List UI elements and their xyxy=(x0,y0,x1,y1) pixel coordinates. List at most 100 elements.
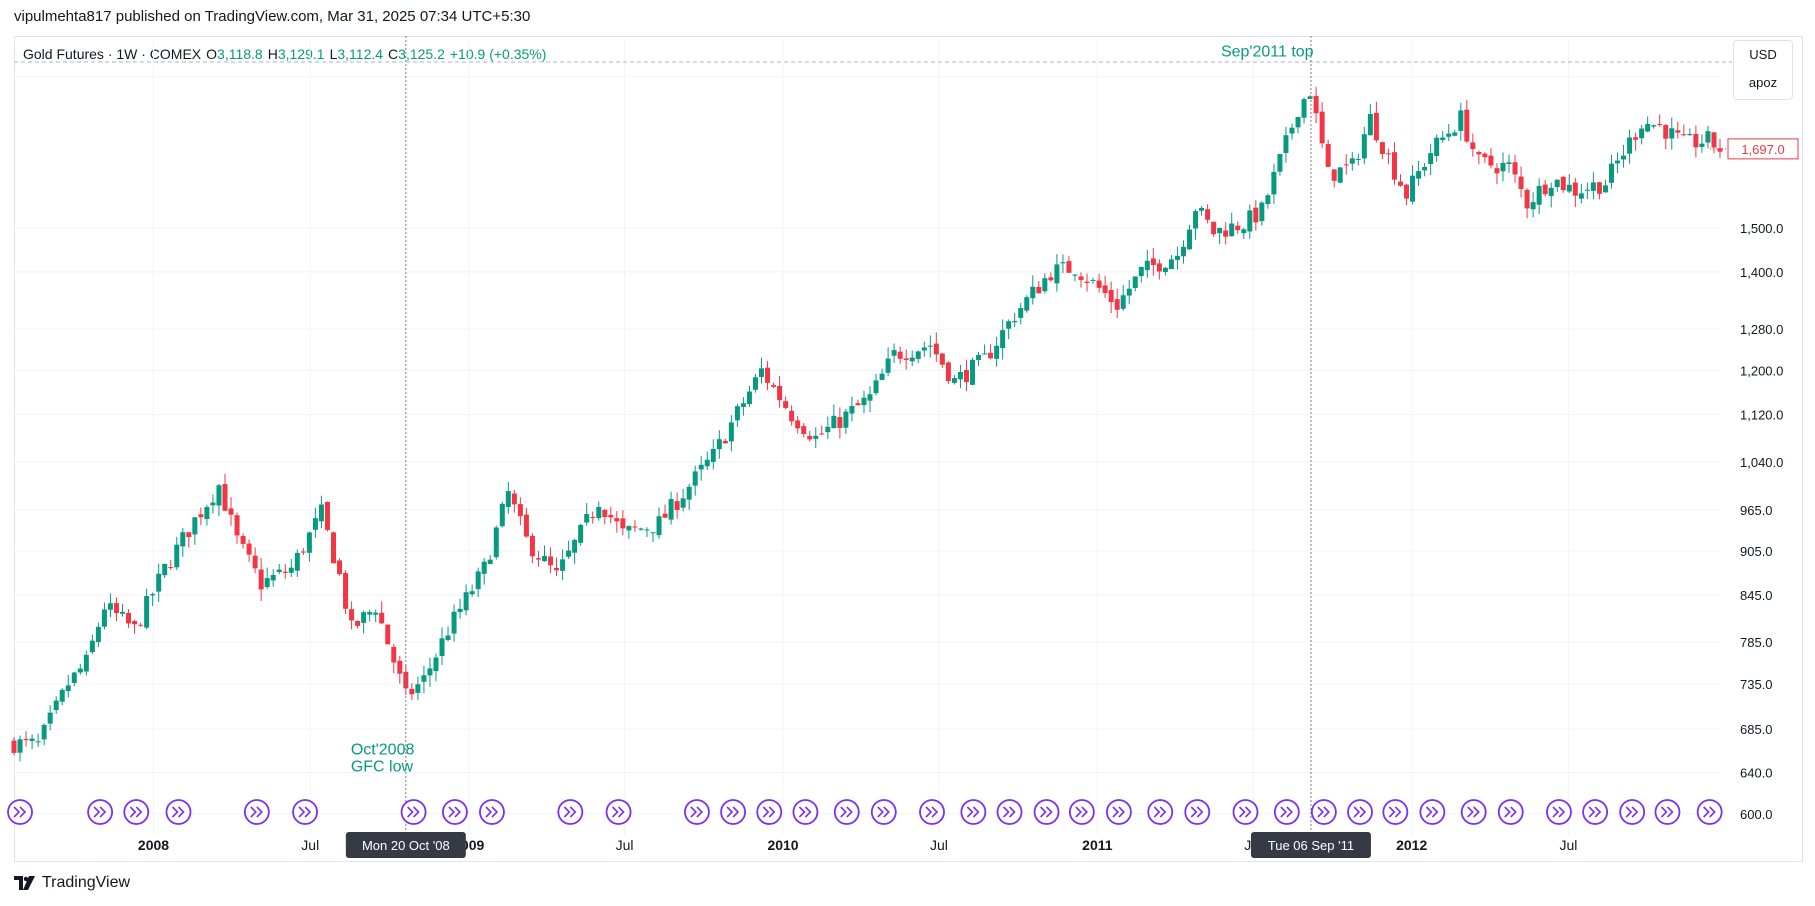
candle-body xyxy=(933,343,939,355)
y-tick-label: 1,040.0 xyxy=(1740,455,1783,470)
chart-frame xyxy=(14,36,1803,862)
candle-body xyxy=(120,612,126,614)
candle-body xyxy=(1410,175,1416,202)
candle-body xyxy=(216,485,222,506)
candle-body xyxy=(632,526,638,528)
candle-body xyxy=(1494,168,1500,174)
high-value: 3,129.1 xyxy=(277,46,325,62)
candle-body xyxy=(1639,128,1645,139)
candle-body xyxy=(1114,299,1120,310)
candle-body xyxy=(801,426,807,434)
candle-body xyxy=(306,532,312,553)
candle-body xyxy=(1265,195,1271,205)
candle-body xyxy=(463,592,469,611)
candle-body xyxy=(276,569,282,573)
symbol-legend: Gold Futures · 1W · COMEX O3,118.8 H3,12… xyxy=(23,46,546,62)
candle-body xyxy=(138,624,144,626)
candle-body xyxy=(1295,117,1301,128)
candle-body xyxy=(1331,169,1337,181)
candle-body xyxy=(162,563,168,576)
event-icon-glyph xyxy=(407,806,420,818)
candle-body xyxy=(1102,285,1108,294)
candle-body xyxy=(560,559,566,571)
candle-body xyxy=(602,509,608,517)
candle-body xyxy=(716,439,722,450)
candle-body xyxy=(1168,259,1174,270)
candle-body xyxy=(1367,114,1373,136)
candle-body xyxy=(759,368,765,377)
candle-body xyxy=(1428,153,1434,165)
candle-body xyxy=(41,724,47,740)
event-icon-glyph xyxy=(1039,806,1053,818)
candle-body xyxy=(391,646,397,663)
event-icon-glyph xyxy=(1238,806,1252,818)
candle-body xyxy=(1162,267,1168,273)
candle-body xyxy=(1590,182,1596,191)
candle-body xyxy=(83,654,89,672)
candle-body xyxy=(1217,228,1223,234)
candle-body xyxy=(95,626,101,643)
candle-body xyxy=(945,362,951,382)
x-tick-label: 2008 xyxy=(138,837,169,853)
candle-body xyxy=(23,739,29,741)
candle-body xyxy=(813,435,819,439)
candle-body xyxy=(222,484,228,511)
currency-label: USD xyxy=(1749,47,1777,62)
candle-body xyxy=(994,345,1000,359)
candle-body xyxy=(746,391,752,405)
candle-body xyxy=(849,406,855,414)
candle-body xyxy=(1000,330,1006,349)
candle-body xyxy=(1705,131,1711,143)
candle-body xyxy=(379,612,385,624)
event-icon-glyph xyxy=(129,806,143,818)
candle-body xyxy=(1036,286,1042,294)
candle-body xyxy=(1090,279,1096,281)
candle-body xyxy=(204,507,210,520)
candle-body xyxy=(1343,164,1349,166)
candle-body xyxy=(1361,134,1367,159)
candle-body xyxy=(1699,143,1705,147)
candle-body xyxy=(156,573,162,592)
candle-body xyxy=(1048,277,1054,281)
event-icon-glyph xyxy=(250,806,263,818)
event-icon-glyph xyxy=(1190,806,1204,818)
candle-body xyxy=(1150,258,1156,265)
candle-body xyxy=(475,571,481,590)
candle-body xyxy=(1693,133,1699,148)
candle-body xyxy=(789,410,795,422)
candle-body xyxy=(318,504,324,522)
candle-body xyxy=(1349,158,1355,164)
candle-body xyxy=(258,569,264,590)
candle-body xyxy=(445,635,451,640)
candle-body xyxy=(433,657,439,672)
candle-body xyxy=(1524,189,1530,209)
candle-body xyxy=(1385,153,1391,155)
candle-body xyxy=(1391,152,1397,180)
candle-body xyxy=(47,712,53,724)
candle-body xyxy=(674,501,680,510)
candle-body xyxy=(795,420,801,429)
candle-body xyxy=(1223,230,1229,237)
candle-body xyxy=(620,518,626,529)
x-tick-label: 2011 xyxy=(1082,837,1113,853)
event-icon-glyph xyxy=(93,806,107,818)
candle-body xyxy=(692,471,698,486)
currency-unit-selector[interactable]: USD apoz xyxy=(1733,40,1793,100)
candle-body xyxy=(1554,179,1560,188)
candle-body xyxy=(451,611,457,634)
candle-body xyxy=(150,594,156,596)
event-icon-glyph xyxy=(1002,806,1016,818)
candle-body xyxy=(963,369,969,383)
event-icon-glyph xyxy=(1388,806,1402,818)
candle-body xyxy=(1530,202,1536,210)
candle-body xyxy=(1247,210,1253,232)
candle-body xyxy=(1379,142,1385,155)
candle-body xyxy=(1012,320,1018,323)
publisher-header: vipulmehta817 published on TradingView.c… xyxy=(14,8,531,25)
candle-body xyxy=(186,532,192,538)
y-tick-label: 845.0 xyxy=(1740,588,1773,603)
symbol-title[interactable]: Gold Futures · 1W · COMEX xyxy=(23,46,202,62)
event-icon-glyph xyxy=(1280,806,1293,818)
candle-body xyxy=(397,660,403,674)
